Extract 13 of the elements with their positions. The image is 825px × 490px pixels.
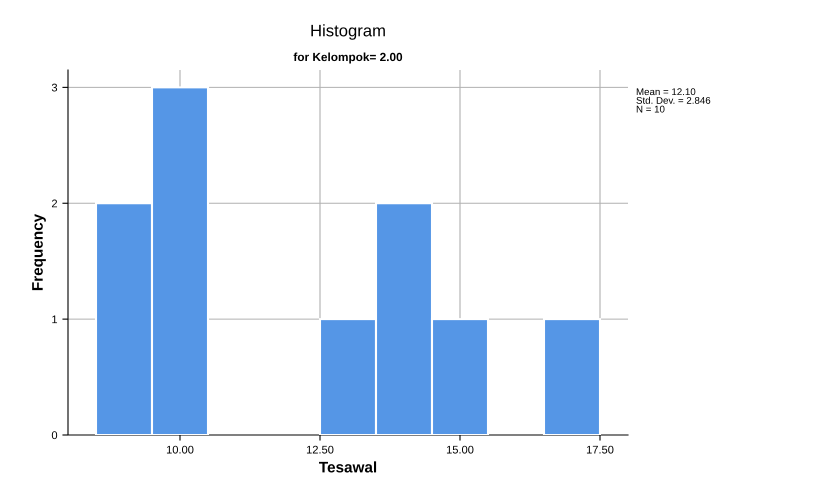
y-tick-label: 1: [52, 316, 58, 324]
x-tick-label: 10.00: [166, 446, 194, 454]
x-tick-label: 17.50: [586, 446, 614, 454]
x-axis-title: Tesawal: [319, 461, 376, 473]
text: Mean = 12.10 Std. Dev. = 2.846 N = 10: [636, 88, 710, 113]
x-tick-label: 15.00: [446, 446, 474, 454]
y-tick-label: 2: [52, 200, 58, 208]
chart-title: Histogram: [311, 24, 385, 40]
y-tick-label: 3: [52, 84, 58, 92]
x-tick-label: 12.50: [306, 446, 334, 454]
y-tick-label: 0: [52, 431, 58, 440]
y-axis-title: Frequency: [32, 214, 46, 290]
chart-subtitle: for Kelompok= 2.00: [294, 52, 402, 64]
